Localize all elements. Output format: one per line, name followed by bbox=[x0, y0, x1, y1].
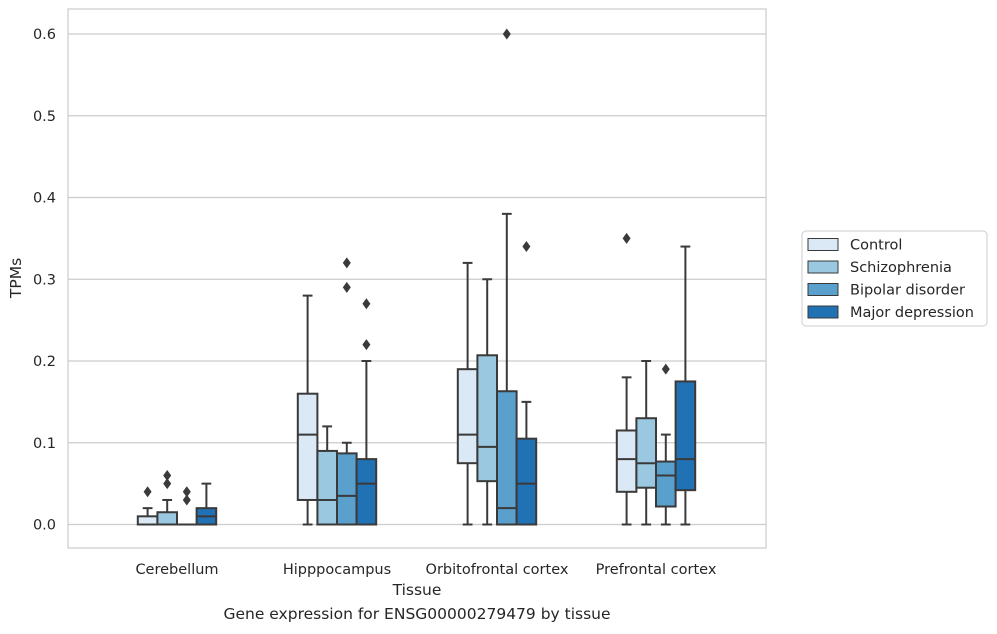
legend-label: Bipolar disorder bbox=[850, 283, 965, 299]
y-tick-label: 0.2 bbox=[33, 354, 56, 370]
legend-label: Schizophrenia bbox=[850, 260, 952, 276]
outlier-marker bbox=[362, 339, 371, 351]
outlier-marker bbox=[661, 363, 670, 375]
box-group bbox=[655, 363, 677, 526]
box bbox=[655, 460, 677, 508]
plot-frame bbox=[67, 8, 767, 549]
y-tick-label: 0.1 bbox=[33, 436, 56, 452]
legend-item: Schizophrenia bbox=[807, 260, 952, 276]
legend-label: Control bbox=[850, 238, 902, 254]
box bbox=[296, 392, 319, 501]
box-group bbox=[156, 469, 178, 526]
legend-swatch bbox=[807, 260, 839, 274]
box bbox=[336, 452, 358, 526]
x-tick-label: Hipppocampus bbox=[283, 562, 391, 578]
legend-frame bbox=[801, 230, 988, 327]
outlier-marker bbox=[163, 478, 172, 490]
box bbox=[156, 511, 178, 526]
outlier-marker bbox=[362, 298, 371, 310]
outlier-marker bbox=[522, 241, 531, 253]
box bbox=[635, 417, 658, 489]
box-group bbox=[496, 28, 518, 526]
box bbox=[496, 390, 518, 526]
box-group bbox=[176, 486, 198, 526]
x-axis-ticks: Cerebellum Hipppocampus Orbitofrontal cort… bbox=[135, 562, 716, 578]
box bbox=[456, 368, 479, 465]
outlier-marker bbox=[502, 28, 511, 40]
y-axis-ticks: 0.0 0.1 0.2 0.3 0.4 0.5 0.6 bbox=[33, 27, 56, 534]
x-tick-label: Prefrontal cortex bbox=[596, 562, 717, 578]
box-group bbox=[674, 245, 697, 526]
boxes bbox=[136, 28, 697, 526]
box-group bbox=[136, 486, 159, 526]
y-axis-title: TPMs bbox=[7, 258, 25, 299]
legend-swatch bbox=[807, 238, 839, 251]
box-group bbox=[336, 257, 358, 526]
y-tick-label: 0.0 bbox=[33, 518, 56, 534]
outlier-marker bbox=[182, 494, 191, 506]
box bbox=[476, 354, 498, 483]
legend-label: Major depression bbox=[850, 305, 974, 321]
box-group bbox=[456, 261, 479, 526]
y-tick-label: 0.6 bbox=[33, 27, 56, 43]
y-tick-label: 0.5 bbox=[33, 109, 56, 125]
outlier-marker bbox=[342, 257, 351, 269]
legend-item: Major depression bbox=[807, 305, 974, 321]
box bbox=[515, 437, 538, 526]
y-tick-label: 0.4 bbox=[33, 191, 56, 207]
x-tick-label: Orbitofrontal cortex bbox=[426, 562, 569, 578]
box bbox=[136, 515, 159, 526]
box-group bbox=[615, 232, 638, 526]
box bbox=[615, 429, 638, 493]
outlier-marker bbox=[143, 486, 152, 498]
gridlines bbox=[68, 33, 766, 526]
box-group bbox=[476, 278, 498, 526]
box bbox=[674, 380, 697, 492]
outlier-marker bbox=[622, 232, 631, 244]
x-tick-label: Cerebellum bbox=[135, 562, 218, 578]
x-axis-title: Tissue bbox=[392, 581, 442, 599]
y-tick-label: 0.3 bbox=[33, 272, 56, 288]
box-group bbox=[316, 425, 338, 526]
box-group bbox=[515, 241, 538, 526]
outlier-marker bbox=[163, 469, 172, 481]
box bbox=[355, 458, 378, 526]
legend-item: Bipolar disorder bbox=[807, 283, 965, 299]
legend-item: Control bbox=[807, 238, 902, 254]
outlier-marker bbox=[342, 281, 351, 293]
box bbox=[316, 449, 338, 526]
box-group bbox=[635, 360, 658, 526]
box-group bbox=[296, 294, 319, 526]
legend-swatch bbox=[807, 283, 839, 296]
box-group bbox=[195, 482, 218, 526]
box-plot-chart: 0.0 0.1 0.2 0.3 0.4 0.5 0.6 Cerebellum Hipppoca… bbox=[7, 8, 988, 599]
outlier-marker bbox=[182, 486, 191, 498]
box-group bbox=[355, 298, 378, 526]
legend-swatch bbox=[807, 305, 839, 319]
legend: Control Schizophrenia Bipolar disorder Majo… bbox=[801, 230, 988, 327]
figure-caption: Gene expression for ENSG00000279479 by t… bbox=[223, 605, 611, 623]
